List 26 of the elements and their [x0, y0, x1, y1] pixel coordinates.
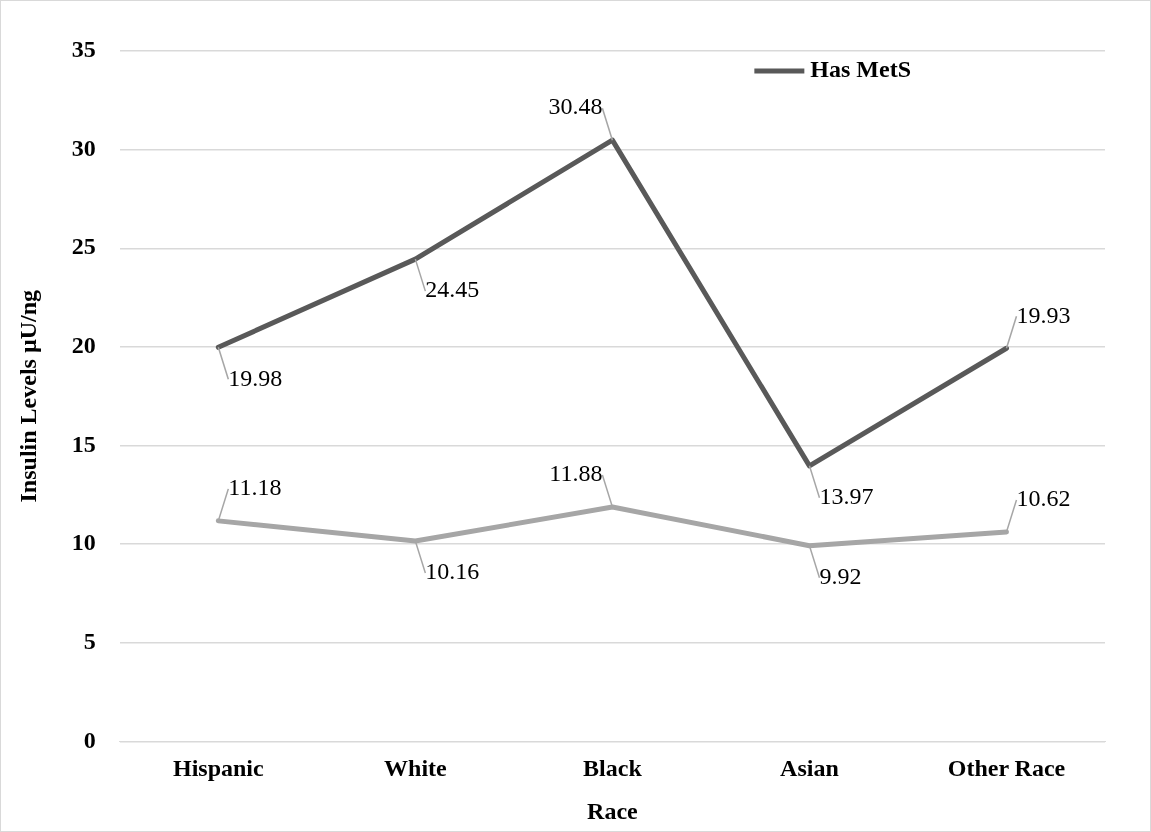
y-tick-label: 10	[71, 529, 96, 556]
data-label: 11.18	[228, 474, 282, 501]
data-label: 9.92	[819, 563, 862, 590]
data-label: 10.62	[1016, 485, 1071, 512]
y-tick-label: 30	[71, 134, 96, 161]
x-tick-label: Asian	[780, 755, 839, 781]
y-tick-label: 25	[71, 233, 96, 260]
data-label: 19.93	[1016, 301, 1071, 328]
y-tick-label: 5	[83, 627, 96, 654]
data-label: 24.45	[425, 276, 480, 303]
y-axis-title: Insulin Levels µU/ng	[14, 289, 41, 503]
x-tick-label: White	[384, 755, 448, 781]
y-tick-label: 15	[71, 430, 96, 457]
data-label: 13.97	[819, 483, 874, 510]
data-label: 10.16	[425, 558, 480, 585]
data-label: 19.98	[228, 364, 283, 391]
y-tick-label: 0	[83, 726, 96, 753]
legend-label: Has MetS	[810, 56, 911, 83]
x-tick-label: Hispanic	[172, 755, 265, 781]
y-tick-label: 20	[71, 332, 96, 359]
x-axis-title: Race	[587, 797, 639, 824]
data-label: 30.48	[548, 93, 603, 120]
x-tick-label: Other Race	[947, 755, 1066, 781]
data-label: 11.88	[549, 460, 603, 487]
y-tick-label: 35	[71, 36, 96, 63]
x-tick-label: Black	[583, 755, 643, 781]
